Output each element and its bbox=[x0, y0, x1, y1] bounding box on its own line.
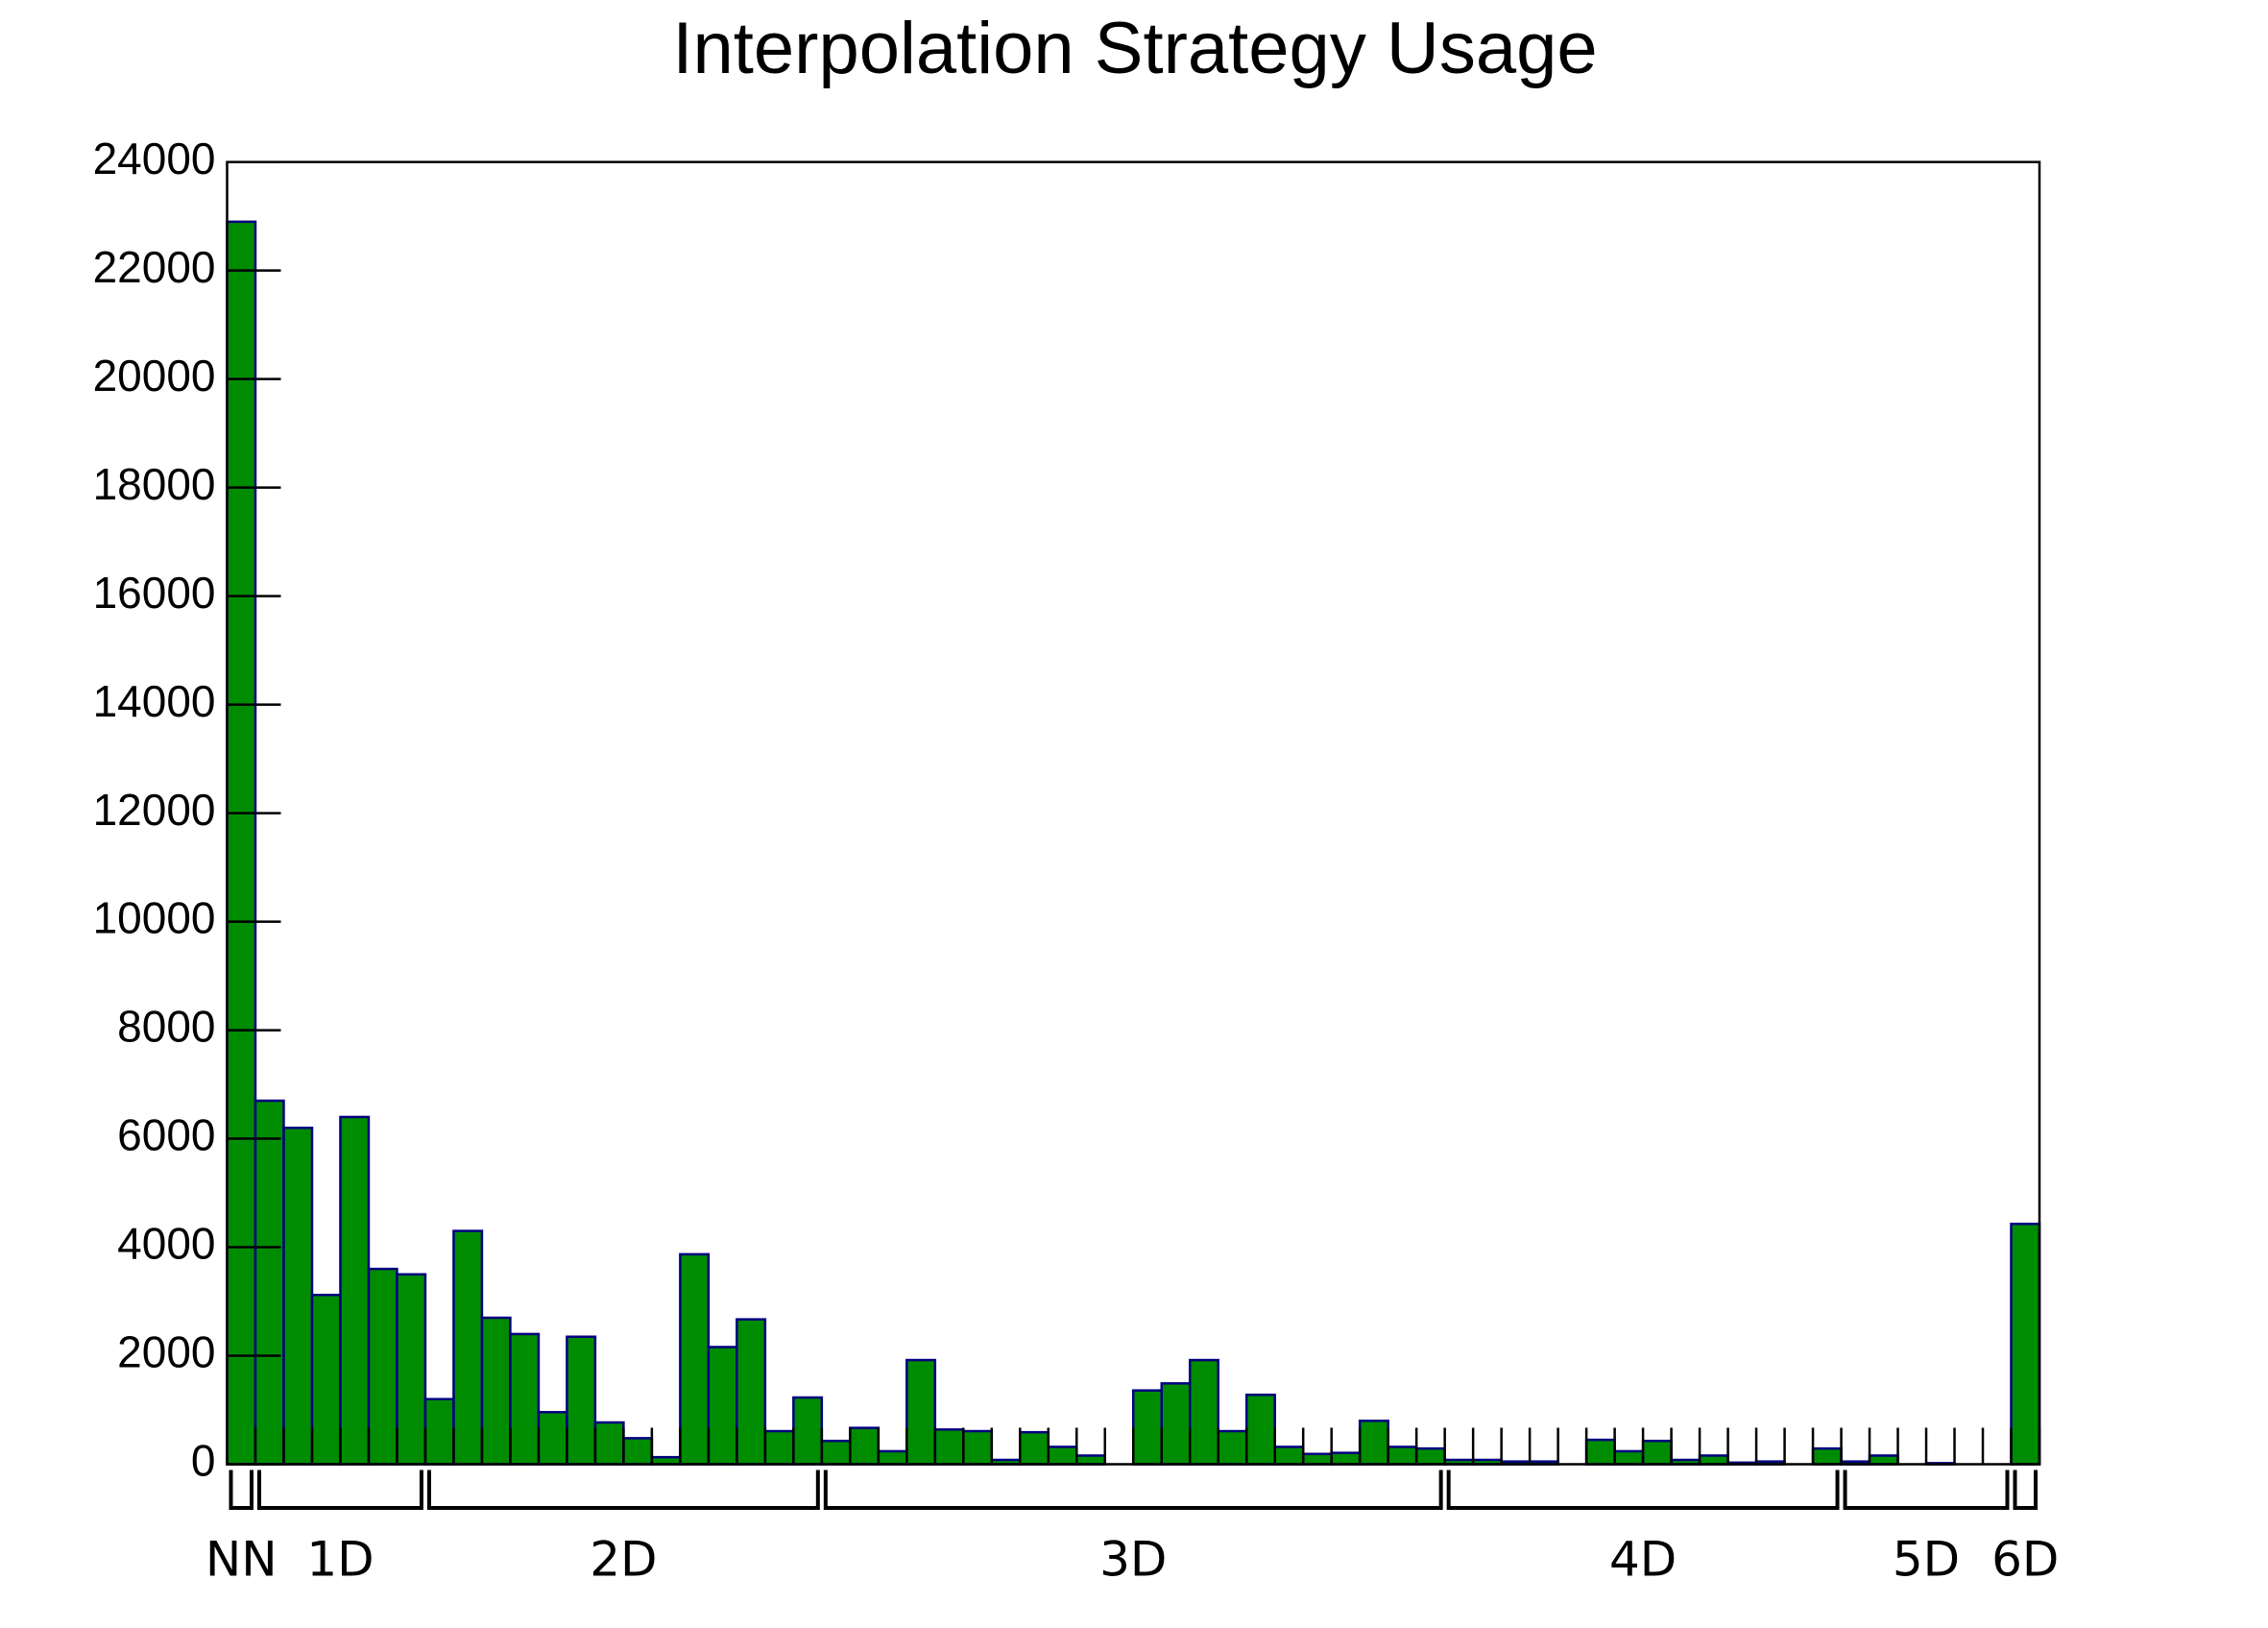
y-tick-label: 18000 bbox=[93, 459, 216, 509]
plot-frame bbox=[226, 160, 2041, 1466]
group-bracket bbox=[229, 1470, 253, 1510]
bar bbox=[1019, 1430, 1050, 1466]
bar bbox=[1301, 1452, 1333, 1466]
bar bbox=[1414, 1446, 1446, 1466]
group-label: 4D bbox=[1609, 1532, 1677, 1588]
bar bbox=[1273, 1446, 1305, 1466]
bar bbox=[339, 1115, 371, 1466]
y-tick-label: 4000 bbox=[117, 1219, 215, 1269]
group-bracket bbox=[1843, 1470, 2010, 1510]
y-tick-label: 24000 bbox=[93, 134, 216, 183]
group-label: 1D bbox=[306, 1532, 374, 1588]
chart-title: Interpolation Strategy Usage bbox=[672, 8, 1597, 89]
y-tick-label: 14000 bbox=[93, 676, 216, 726]
bar bbox=[1698, 1454, 1729, 1466]
group-bracket bbox=[1446, 1470, 1840, 1510]
bar bbox=[905, 1358, 937, 1466]
bar bbox=[933, 1428, 965, 1466]
y-tick-label: 8000 bbox=[117, 1002, 215, 1052]
bar bbox=[763, 1429, 795, 1466]
y-tick-label: 20000 bbox=[93, 351, 216, 401]
bar bbox=[1047, 1446, 1078, 1466]
group-label: 6D bbox=[1991, 1532, 2059, 1588]
y-tick-label: 16000 bbox=[93, 568, 216, 618]
bar bbox=[1188, 1358, 1219, 1466]
group-bracket bbox=[2013, 1470, 2038, 1510]
bar bbox=[707, 1346, 738, 1466]
bar bbox=[962, 1429, 994, 1466]
bar bbox=[310, 1293, 342, 1466]
bar bbox=[1811, 1446, 1843, 1466]
bar bbox=[1358, 1420, 1389, 1466]
bar bbox=[1132, 1389, 1163, 1466]
bar bbox=[1075, 1454, 1107, 1466]
group-label: 2D bbox=[590, 1532, 657, 1588]
bar bbox=[282, 1127, 314, 1466]
bar bbox=[1244, 1393, 1276, 1466]
bar bbox=[679, 1252, 711, 1466]
bar bbox=[877, 1449, 908, 1466]
bar bbox=[1868, 1454, 1899, 1466]
y-tick-label: 10000 bbox=[93, 893, 216, 943]
bar bbox=[849, 1426, 881, 1466]
bar bbox=[480, 1316, 512, 1466]
bar bbox=[1641, 1439, 1673, 1466]
group-bracket bbox=[256, 1470, 423, 1510]
y-tick-label: 0 bbox=[191, 1436, 216, 1486]
bar bbox=[253, 1099, 285, 1466]
bar bbox=[622, 1437, 654, 1466]
group-label: 3D bbox=[1099, 1532, 1167, 1588]
bar bbox=[593, 1421, 625, 1466]
y-tick-label: 2000 bbox=[117, 1327, 215, 1377]
bar bbox=[1613, 1449, 1645, 1466]
bar bbox=[2010, 1222, 2041, 1466]
bar bbox=[452, 1229, 484, 1466]
bar bbox=[1160, 1382, 1192, 1466]
bar bbox=[736, 1318, 767, 1466]
bar bbox=[537, 1411, 568, 1466]
y-tick-label: 12000 bbox=[93, 785, 216, 835]
bar bbox=[1584, 1438, 1616, 1466]
bar bbox=[566, 1335, 597, 1466]
y-tick-label: 22000 bbox=[93, 242, 216, 292]
group-label: 5D bbox=[1893, 1532, 1960, 1588]
bar bbox=[396, 1273, 427, 1466]
y-tick-label: 6000 bbox=[117, 1110, 215, 1160]
group-bracket bbox=[426, 1470, 820, 1510]
group-label: NN bbox=[205, 1532, 277, 1588]
bar bbox=[509, 1332, 541, 1466]
bar bbox=[1330, 1451, 1362, 1466]
bar bbox=[792, 1396, 824, 1466]
bar bbox=[820, 1439, 852, 1466]
bar bbox=[1387, 1446, 1418, 1466]
bar bbox=[226, 220, 257, 1466]
group-bracket bbox=[823, 1470, 1443, 1510]
bar bbox=[367, 1267, 398, 1466]
bar bbox=[423, 1397, 455, 1466]
bar bbox=[1217, 1429, 1248, 1466]
